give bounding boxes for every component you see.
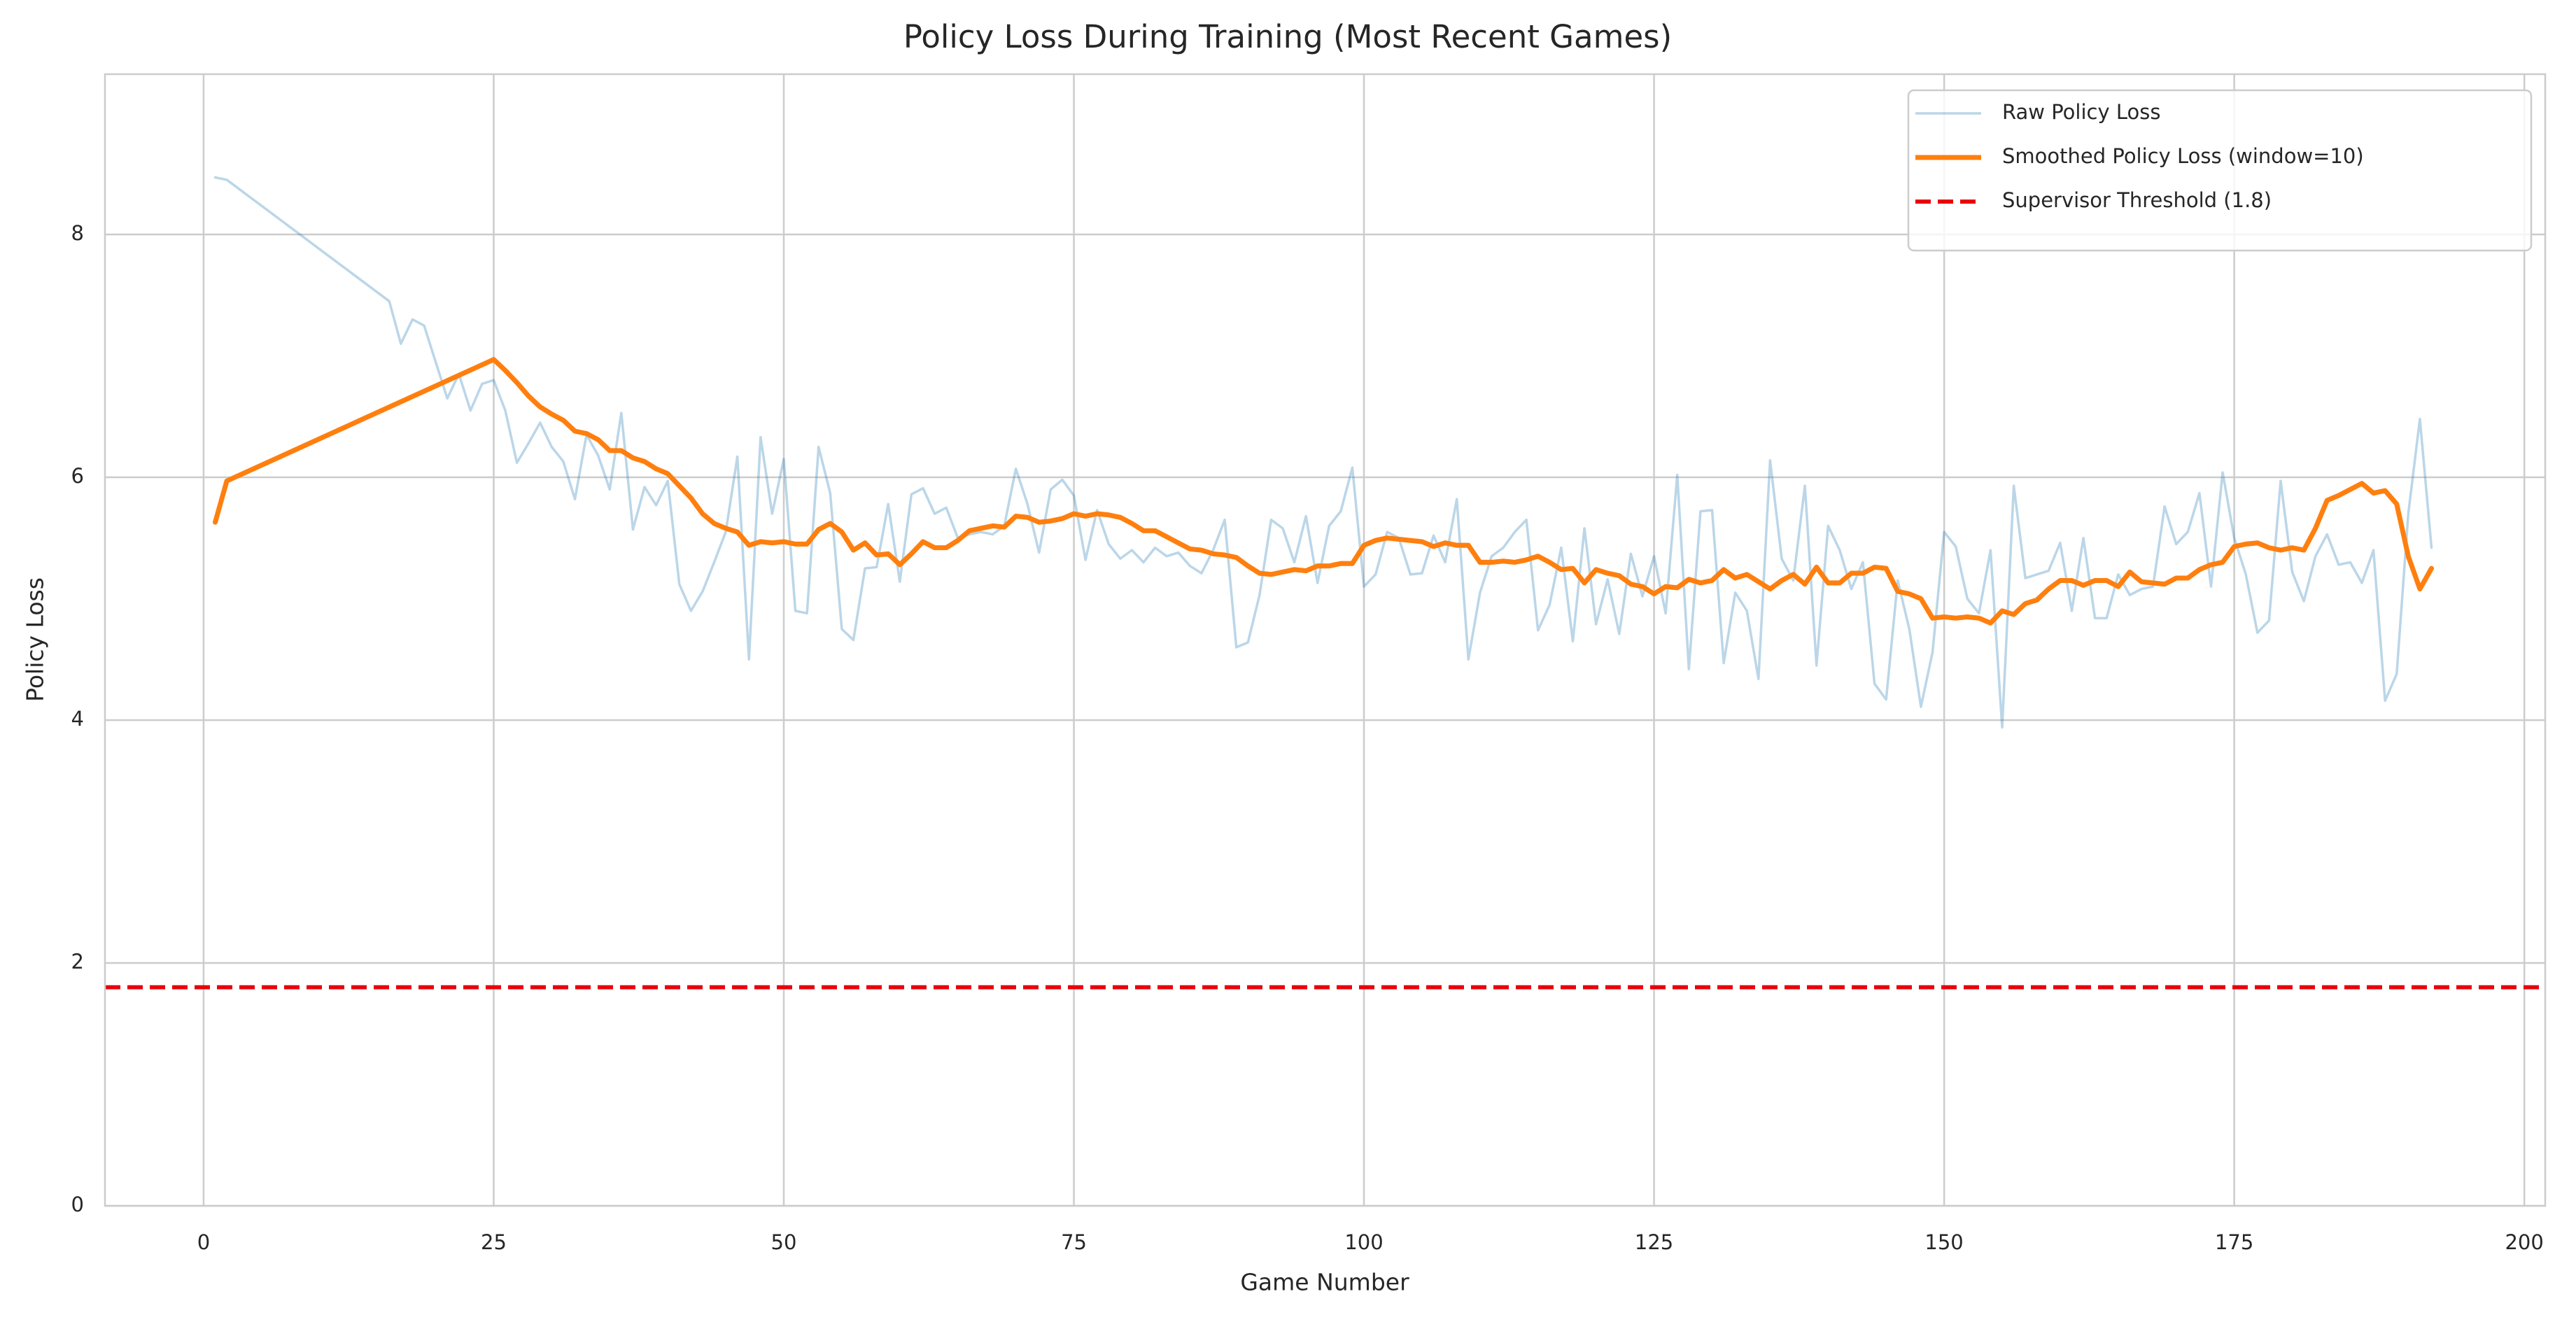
x-tick-label: 100: [1344, 1230, 1383, 1254]
y-tick-label: 8: [71, 221, 84, 245]
y-tick-label: 4: [71, 707, 84, 731]
x-axis-label: Game Number: [1240, 1269, 1409, 1296]
chart-title: Policy Loss During Training (Most Recent…: [903, 18, 1672, 55]
legend-label: Smoothed Policy Loss (window=10): [2002, 144, 2364, 168]
axes-frame: [104, 73, 2547, 1207]
x-tick-label: 150: [1924, 1230, 1963, 1254]
y-tick-label: 0: [71, 1193, 84, 1216]
y-tick-label: 2: [71, 950, 84, 973]
x-tick-label: 0: [197, 1230, 210, 1254]
legend-label: Raw Policy Loss: [2002, 100, 2160, 124]
x-tick-label: 175: [2215, 1230, 2253, 1254]
x-tick-label: 125: [1635, 1230, 1673, 1254]
legend-frame: [1907, 89, 2533, 252]
legend-label: Supervisor Threshold (1.8): [2002, 188, 2272, 212]
x-tick-label: 75: [1061, 1230, 1087, 1254]
x-tick-label: 200: [2505, 1230, 2543, 1254]
y-tick-label: 6: [71, 464, 84, 488]
plot-area: [105, 176, 2545, 990]
legend: Raw Policy Loss Smoothed Policy Loss (win…: [1907, 89, 2533, 252]
series-line: [212, 357, 2435, 626]
x-tick-label: 50: [771, 1230, 797, 1254]
y-axis-label: Policy Loss: [22, 577, 49, 702]
x-tick-label: 25: [481, 1230, 507, 1254]
